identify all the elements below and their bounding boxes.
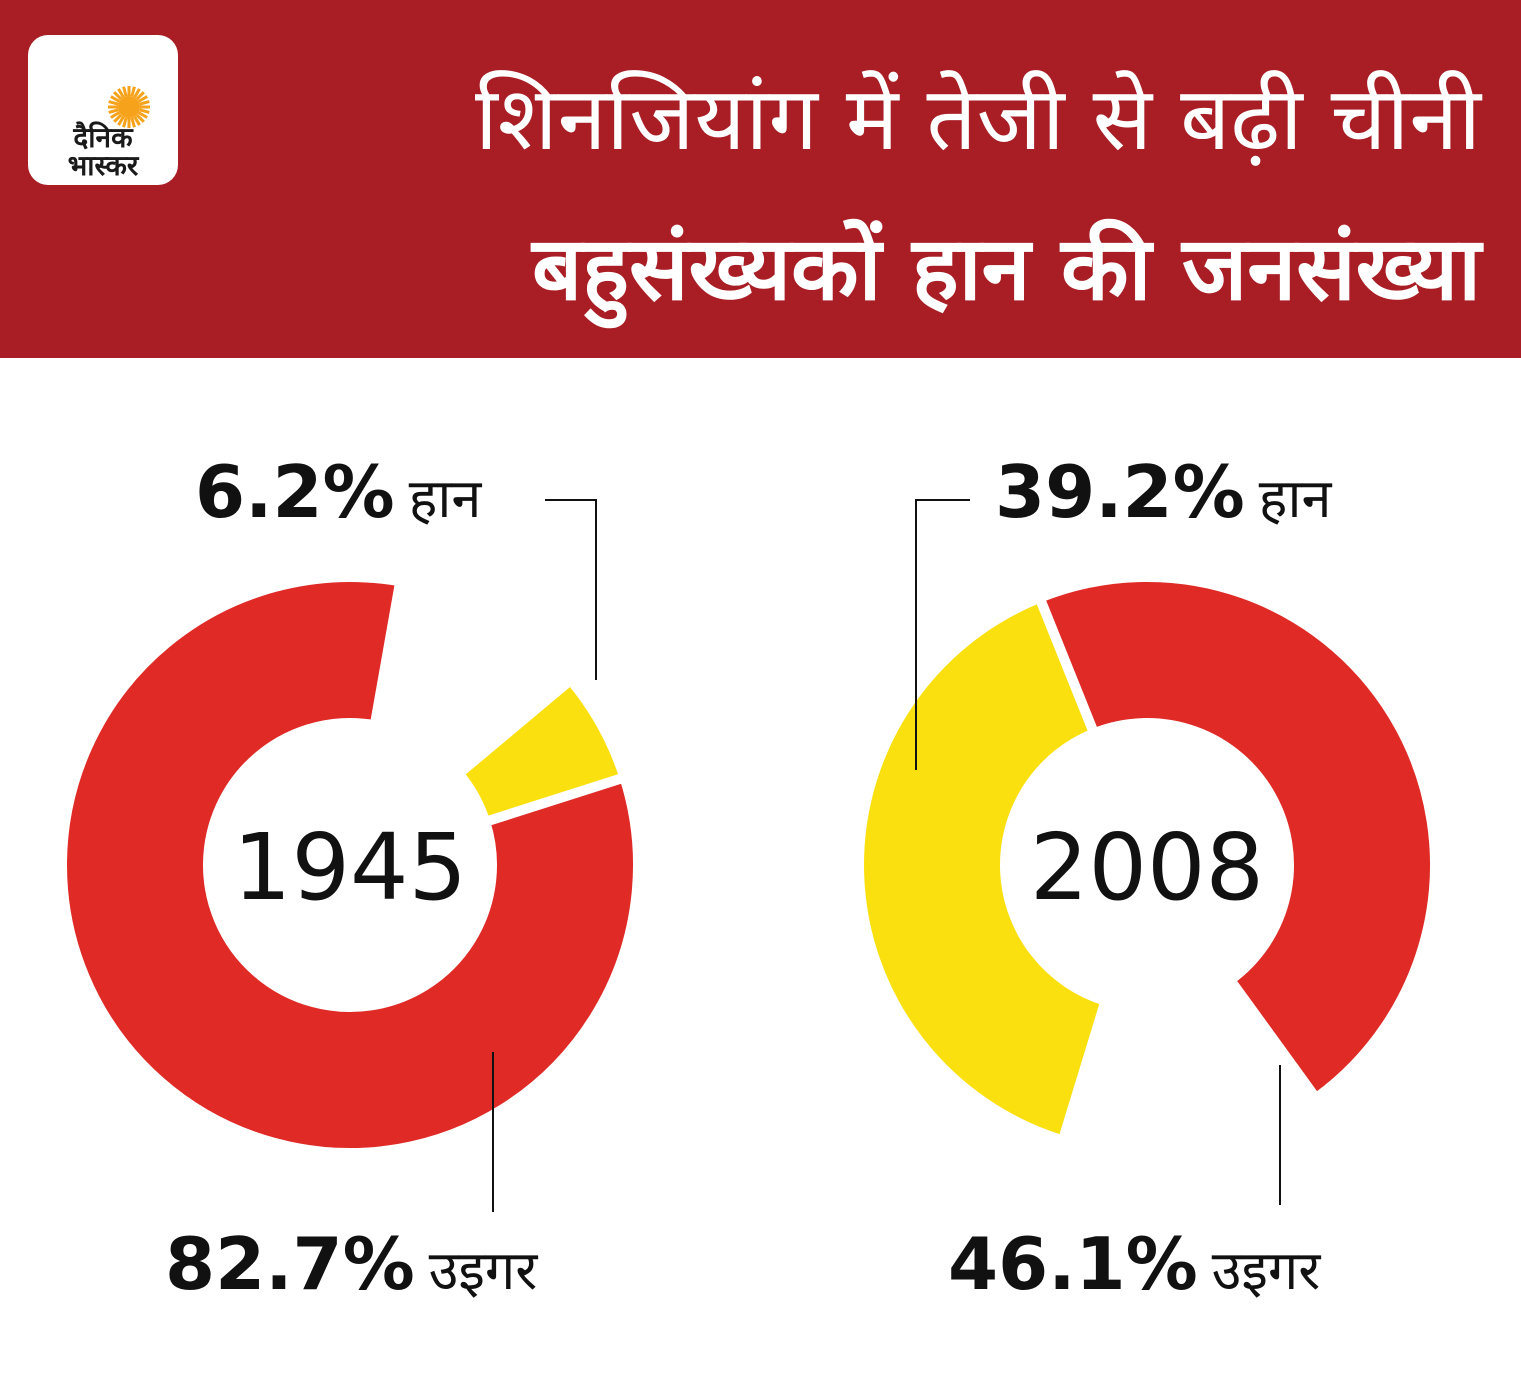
logo-text-line1: दैनिक bbox=[73, 121, 133, 154]
sun-ray bbox=[135, 113, 145, 123]
slice-1945-uyghur bbox=[57, 572, 643, 1158]
dainik-bhaskar-logo: दैनिक भास्कर bbox=[28, 35, 178, 185]
label-2008-han-name: हान bbox=[1258, 467, 1332, 530]
sun-ray bbox=[113, 91, 123, 101]
label-2008-han: 39.2% हान bbox=[995, 450, 1331, 534]
sun-ray bbox=[133, 88, 141, 99]
title-line2: बहुसंख्यकों हान की जनसंख्या bbox=[532, 217, 1481, 320]
center-label-2008: 2008 bbox=[1030, 814, 1264, 921]
sun-ray bbox=[137, 95, 148, 103]
leader-line-2008-0 bbox=[915, 499, 970, 770]
sun-ray bbox=[130, 86, 136, 97]
sun-ray bbox=[108, 108, 119, 114]
label-1945-han-name: हान bbox=[408, 467, 482, 530]
label-2008-han-percent: 39.2% bbox=[995, 450, 1245, 534]
sun-ray bbox=[135, 91, 145, 101]
slice-2008-uyghur bbox=[1033, 572, 1440, 1106]
sun-ray bbox=[110, 111, 121, 119]
label-1945-uyghur-percent: 82.7% bbox=[165, 1222, 415, 1306]
leader-line-1945-0 bbox=[545, 499, 597, 680]
title-line1: शिनजियांग में तेजी से बढ़ी चीनी bbox=[474, 67, 1481, 170]
label-1945-uyghur-name: उइगर bbox=[428, 1239, 538, 1302]
label-1945-han: 6.2% हान bbox=[195, 450, 481, 534]
sun-ray bbox=[139, 108, 150, 114]
sun-ray bbox=[130, 117, 136, 128]
sun-icon bbox=[108, 86, 150, 128]
sun-ray bbox=[139, 100, 150, 106]
label-1945-han-percent: 6.2% bbox=[195, 450, 395, 534]
sun-ray bbox=[110, 95, 121, 103]
label-2008-uyghur-percent: 46.1% bbox=[948, 1222, 1198, 1306]
sun-ray bbox=[113, 113, 123, 123]
sun-ray bbox=[133, 115, 141, 126]
label-2008-uyghur: 46.1% उइगर bbox=[948, 1222, 1320, 1306]
center-label-1945: 1945 bbox=[233, 814, 467, 921]
sun-ray bbox=[137, 111, 148, 119]
label-2008-uyghur-name: उइगर bbox=[1211, 1239, 1321, 1302]
sun-ray bbox=[122, 86, 128, 97]
header-banner: दैनिक भास्कर शिनजियांग में तेजी से बढ़ी … bbox=[0, 0, 1521, 358]
logo-text-line2: भास्कर bbox=[67, 149, 139, 182]
sun-ray bbox=[117, 115, 125, 126]
sun-ray bbox=[117, 88, 125, 99]
label-1945-uyghur: 82.7% उइगर bbox=[165, 1222, 537, 1306]
slice-2008-han bbox=[854, 591, 1112, 1147]
sun-ray bbox=[122, 117, 128, 128]
sun-disc bbox=[118, 96, 140, 118]
sun-ray bbox=[108, 100, 119, 106]
